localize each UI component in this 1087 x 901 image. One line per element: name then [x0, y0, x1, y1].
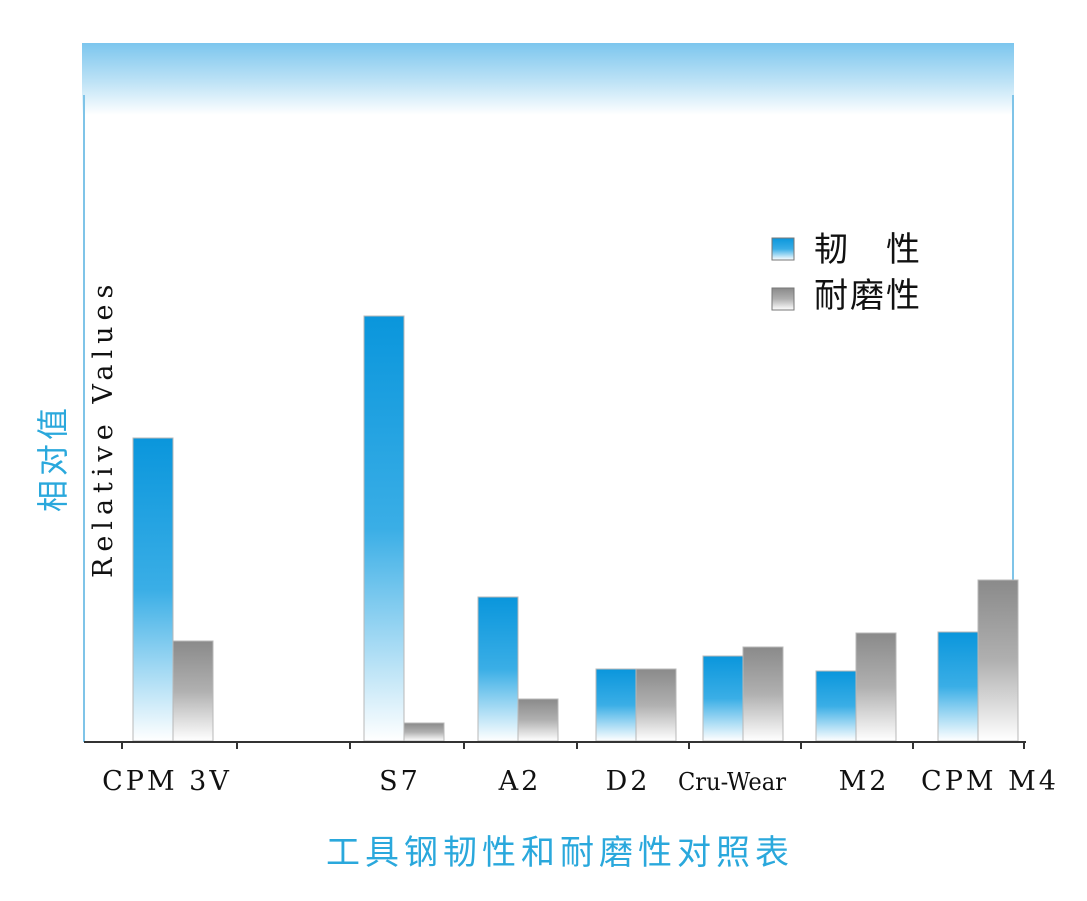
- bar-cru-wear-wear: [742, 646, 784, 742]
- bar-a2-wear: [517, 698, 559, 742]
- bar-a2-toughness: [477, 596, 519, 742]
- bar-m2-wear: [855, 632, 897, 742]
- chart-title: 工具钢韧性和耐磨性对照表: [326, 833, 794, 873]
- bar-d2-toughness: [595, 668, 637, 742]
- x-tick-label-d2: D2: [606, 766, 651, 797]
- x-tick-label-a2: A2: [498, 766, 542, 797]
- legend: 韧 性 耐磨性: [771, 230, 922, 316]
- bar-s7-wear: [403, 722, 445, 742]
- bar-cru-wear-toughness: [702, 655, 744, 742]
- bar-s7-toughness: [363, 315, 405, 742]
- bar-cpm-3v-toughness: [132, 437, 174, 742]
- x-tick-label-m2: M2: [839, 766, 890, 797]
- x-axis-ticks: [121, 742, 1025, 749]
- bar-cpm-3v-wear: [172, 640, 214, 742]
- x-axis-tick-labels: CPM 3V S7 A2 D2 Cru-Wear M2 CPM M4: [102, 766, 1059, 797]
- header-band: [82, 43, 1014, 115]
- x-tick-label-s7: S7: [379, 766, 421, 797]
- y-axis-label-chinese: 相对值: [34, 404, 72, 512]
- bars-group: [132, 315, 1019, 742]
- y-axis-label-english: Relative Values: [88, 279, 119, 578]
- legend-label-wear: 耐磨性: [814, 276, 922, 316]
- bar-m2-toughness: [815, 670, 857, 742]
- bar-cpm-m4-toughness: [937, 631, 979, 742]
- bar-d2-wear: [635, 668, 677, 742]
- legend-swatch-wear: [771, 287, 795, 311]
- x-tick-label-cpm-3v: CPM 3V: [102, 766, 232, 797]
- legend-label-toughness: 韧 性: [814, 230, 922, 270]
- x-tick-label-cpm-m4: CPM M4: [921, 766, 1059, 797]
- x-tick-label-cru-wear: Cru-Wear: [678, 768, 786, 796]
- bar-cpm-m4-wear: [977, 579, 1019, 742]
- legend-swatch-toughness: [771, 237, 795, 261]
